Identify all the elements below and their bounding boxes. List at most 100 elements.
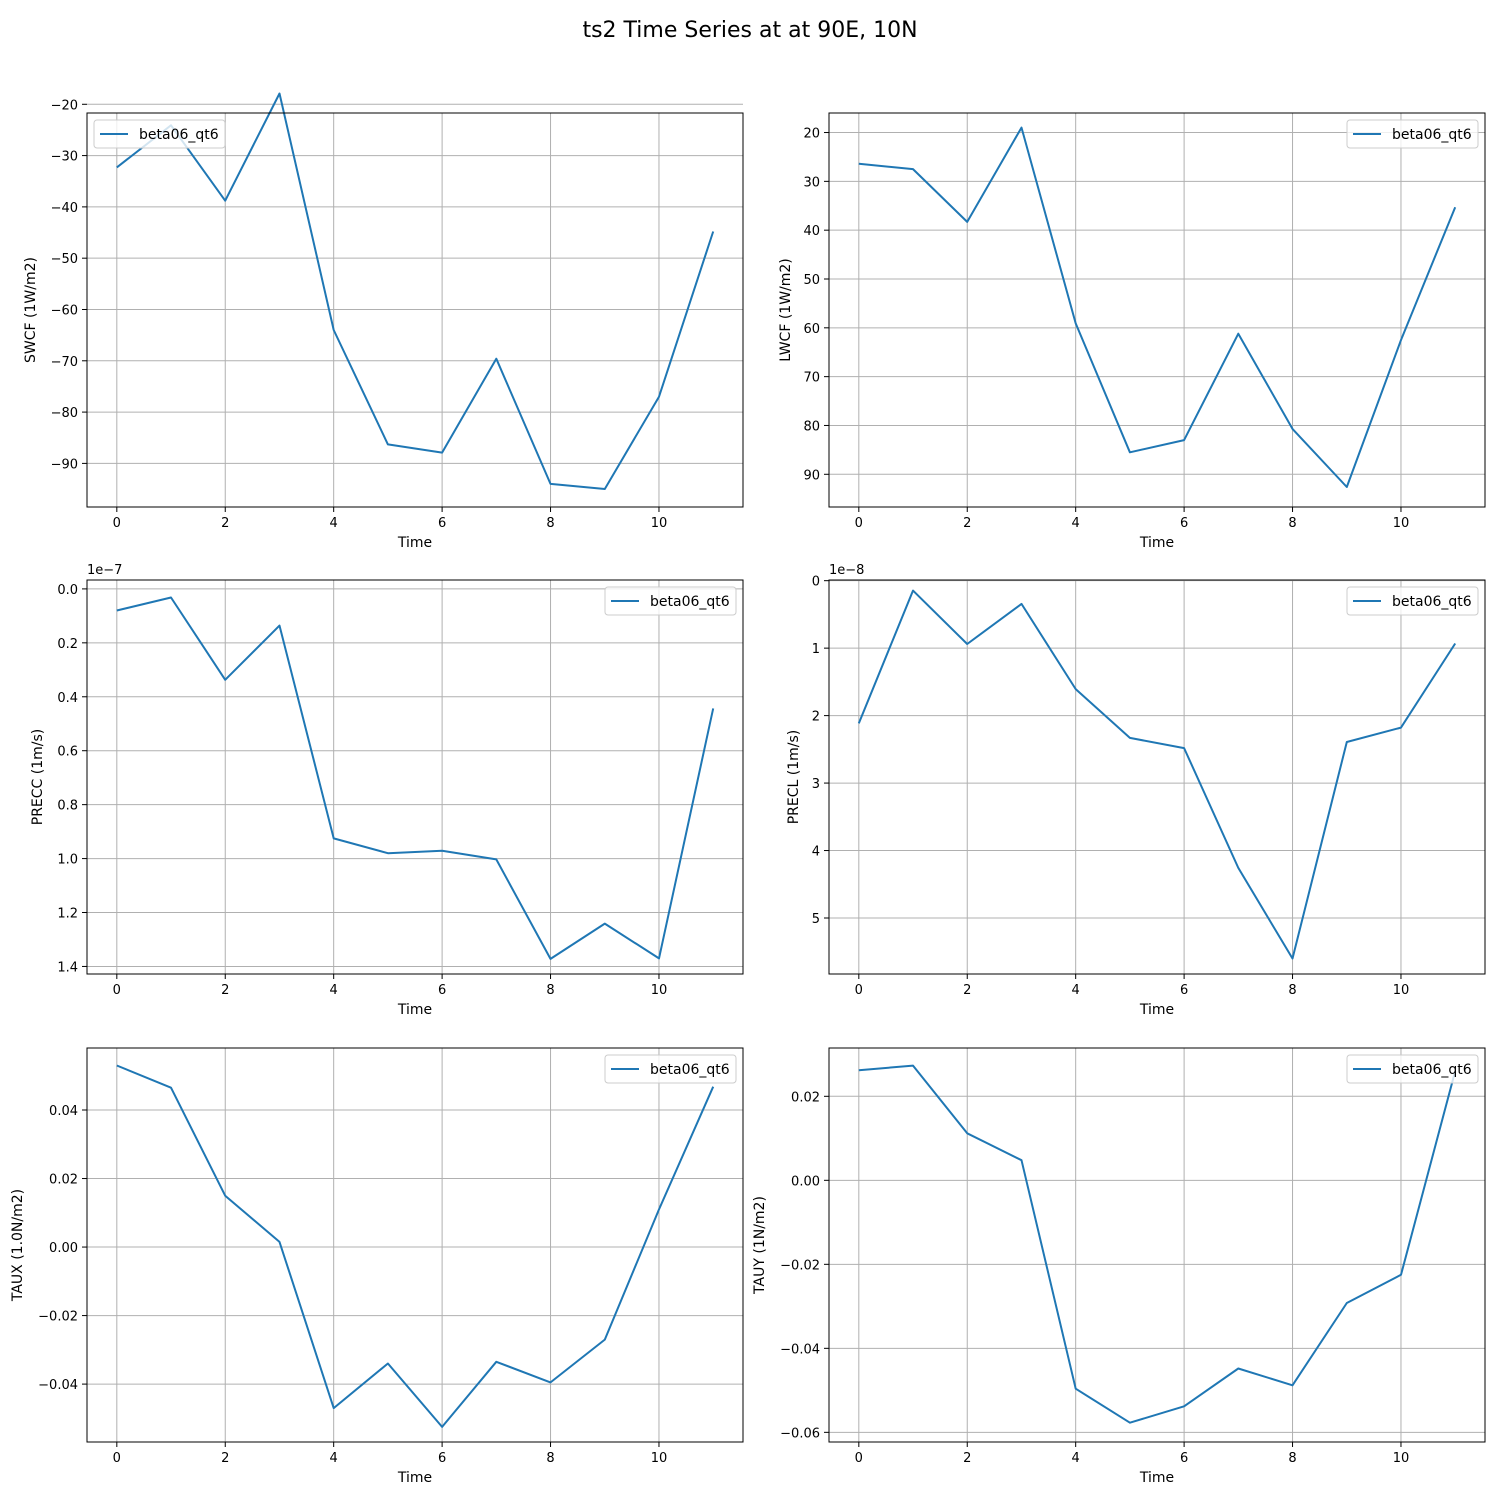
y-tick-label: 0.2 (57, 637, 78, 652)
legend-box (604, 1054, 737, 1084)
y-tick-label: −0.02 (38, 1310, 78, 1325)
x-tick-label: 10 (651, 1451, 668, 1466)
y-tick-label: −40 (51, 201, 78, 216)
x-tick-label: 6 (438, 516, 446, 531)
x-tick-label: 6 (1180, 983, 1188, 998)
axes-frame (828, 579, 1486, 975)
legend: beta06_qt6 (1346, 586, 1479, 616)
y-tick-label: −90 (51, 457, 78, 472)
x-tick-label: 4 (330, 1451, 338, 1466)
x-axis-label: Time (397, 535, 432, 551)
x-tick-label: 6 (1180, 1451, 1188, 1466)
y-tick-label: 30 (803, 175, 820, 190)
plot-area (829, 580, 1485, 974)
x-tick-label: 10 (651, 516, 668, 531)
axes-frame (86, 1047, 744, 1443)
x-axis-label: Time (1139, 1002, 1174, 1018)
y-tick-label: −30 (51, 150, 78, 165)
x-axis-label: Time (397, 1002, 432, 1018)
legend: beta06_qt6 (1346, 1054, 1479, 1084)
y-tick-label: 0 (812, 575, 820, 590)
y-tick-label: 4 (812, 845, 820, 860)
legend-box (93, 119, 226, 149)
subplot-1: 0 2 4 6 8 10 −20 −30 −40 −50 −60 −70 −80 −90 Time SWCF … (23, 92, 744, 551)
y-tick-label: 40 (803, 224, 820, 239)
subplot-5: 0 2 4 6 8 10 −0.04 −0.02 0.00 0.02 0.04 Time TAUX (1… (10, 1047, 744, 1486)
y-tick-label: 0.00 (791, 1174, 820, 1189)
y-axis-label: PRECL (1m/s) (786, 730, 802, 825)
y-tick-label: 1.0 (57, 853, 78, 868)
x-tick-label: 8 (546, 1451, 554, 1466)
x-tick-label: 0 (113, 983, 121, 998)
x-tick-label: 2 (221, 983, 229, 998)
axes-frame (828, 112, 1486, 508)
x-axis-label: Time (1139, 1470, 1174, 1486)
y-offset-text: 1e−7 (87, 563, 122, 578)
y-tick-label: −50 (51, 252, 78, 267)
x-tick-label: 6 (438, 983, 446, 998)
legend-label: beta06_qt6 (1392, 594, 1472, 610)
y-tick-label: −0.02 (780, 1258, 820, 1273)
legend-box (1346, 119, 1479, 149)
x-tick-label: 2 (963, 983, 971, 998)
series-line (857, 589, 1457, 960)
x-axis-label: Time (397, 1470, 432, 1486)
series-line (116, 92, 715, 490)
subplot-grid: 0 2 4 6 8 10−20−30−40−50−60−70−80−90TimeSWCF … (10, 92, 1486, 1486)
y-tick-label: 0.6 (57, 745, 78, 760)
y-offset-text: 1e−8 (829, 563, 864, 578)
x-tick-label: 2 (221, 1451, 229, 1466)
x-tick-label: 0 (855, 983, 863, 998)
x-tick-label: 8 (1288, 983, 1296, 998)
subplot-2: 0 2 4 6 8 10 20 30 40 50 60 70 80 90 Time LWCF (1W/m2) b… (778, 112, 1486, 551)
x-tick-label: 4 (330, 983, 338, 998)
y-axis-label: TAUY (1N/m2) (752, 1196, 768, 1295)
y-tick-label: −60 (51, 303, 78, 318)
legend: beta06_qt6 (93, 119, 226, 149)
x-tick-label: 2 (963, 1451, 971, 1466)
y-tick-label: 80 (803, 419, 820, 434)
legend: beta06_qt6 (604, 1054, 737, 1084)
x-tick-label: 0 (855, 1451, 863, 1466)
y-tick-label: 0.02 (49, 1173, 78, 1188)
y-tick-label: 90 (803, 468, 820, 483)
y-tick-label: 0.4 (57, 691, 78, 706)
legend: beta06_qt6 (1346, 119, 1479, 149)
subplot-4: 0 2 4 6 8 10 0 1 2 3 4 5 Time PRECL (1m/s) 1e−8 beta06_… (786, 563, 1486, 1018)
y-tick-label: 1 (812, 642, 820, 657)
y-tick-label: −70 (51, 355, 78, 370)
axes-frame (86, 579, 744, 975)
y-axis-label: PRECC (1m/s) (30, 729, 46, 826)
series-line (858, 126, 1457, 488)
plot-area (829, 1048, 1485, 1442)
y-tick-label: 0.02 (791, 1090, 820, 1105)
x-tick-label: 4 (1072, 983, 1080, 998)
legend-label: beta06_qt6 (139, 127, 219, 143)
x-axis-label: Time (1139, 535, 1174, 551)
y-tick-label: −20 (51, 98, 78, 113)
y-tick-label: 0.8 (57, 799, 78, 814)
x-tick-label: 6 (438, 1451, 446, 1466)
y-tick-label: 20 (803, 127, 820, 142)
x-tick-label: 4 (1072, 1451, 1080, 1466)
x-tick-label: 8 (1288, 516, 1296, 531)
figure-title: ts2 Time Series at at 90E, 10N (582, 18, 917, 43)
y-tick-label: 1.2 (57, 907, 78, 922)
y-tick-label: −0.04 (38, 1378, 78, 1393)
x-tick-label: 10 (1393, 983, 1410, 998)
series-line (858, 1064, 1457, 1424)
x-tick-label: 10 (651, 983, 668, 998)
x-tick-label: 0 (855, 516, 863, 531)
series-line (116, 596, 715, 960)
y-tick-label: 60 (803, 322, 820, 337)
series-line (116, 1064, 715, 1428)
x-tick-label: 0 (113, 516, 121, 531)
y-tick-label: 0.00 (49, 1241, 78, 1256)
y-tick-label: −0.04 (780, 1342, 820, 1357)
x-tick-label: 0 (113, 1451, 121, 1466)
x-tick-label: 2 (221, 516, 229, 531)
y-tick-label: 3 (812, 777, 820, 792)
plot-area (829, 113, 1485, 507)
x-tick-label: 8 (1288, 1451, 1296, 1466)
